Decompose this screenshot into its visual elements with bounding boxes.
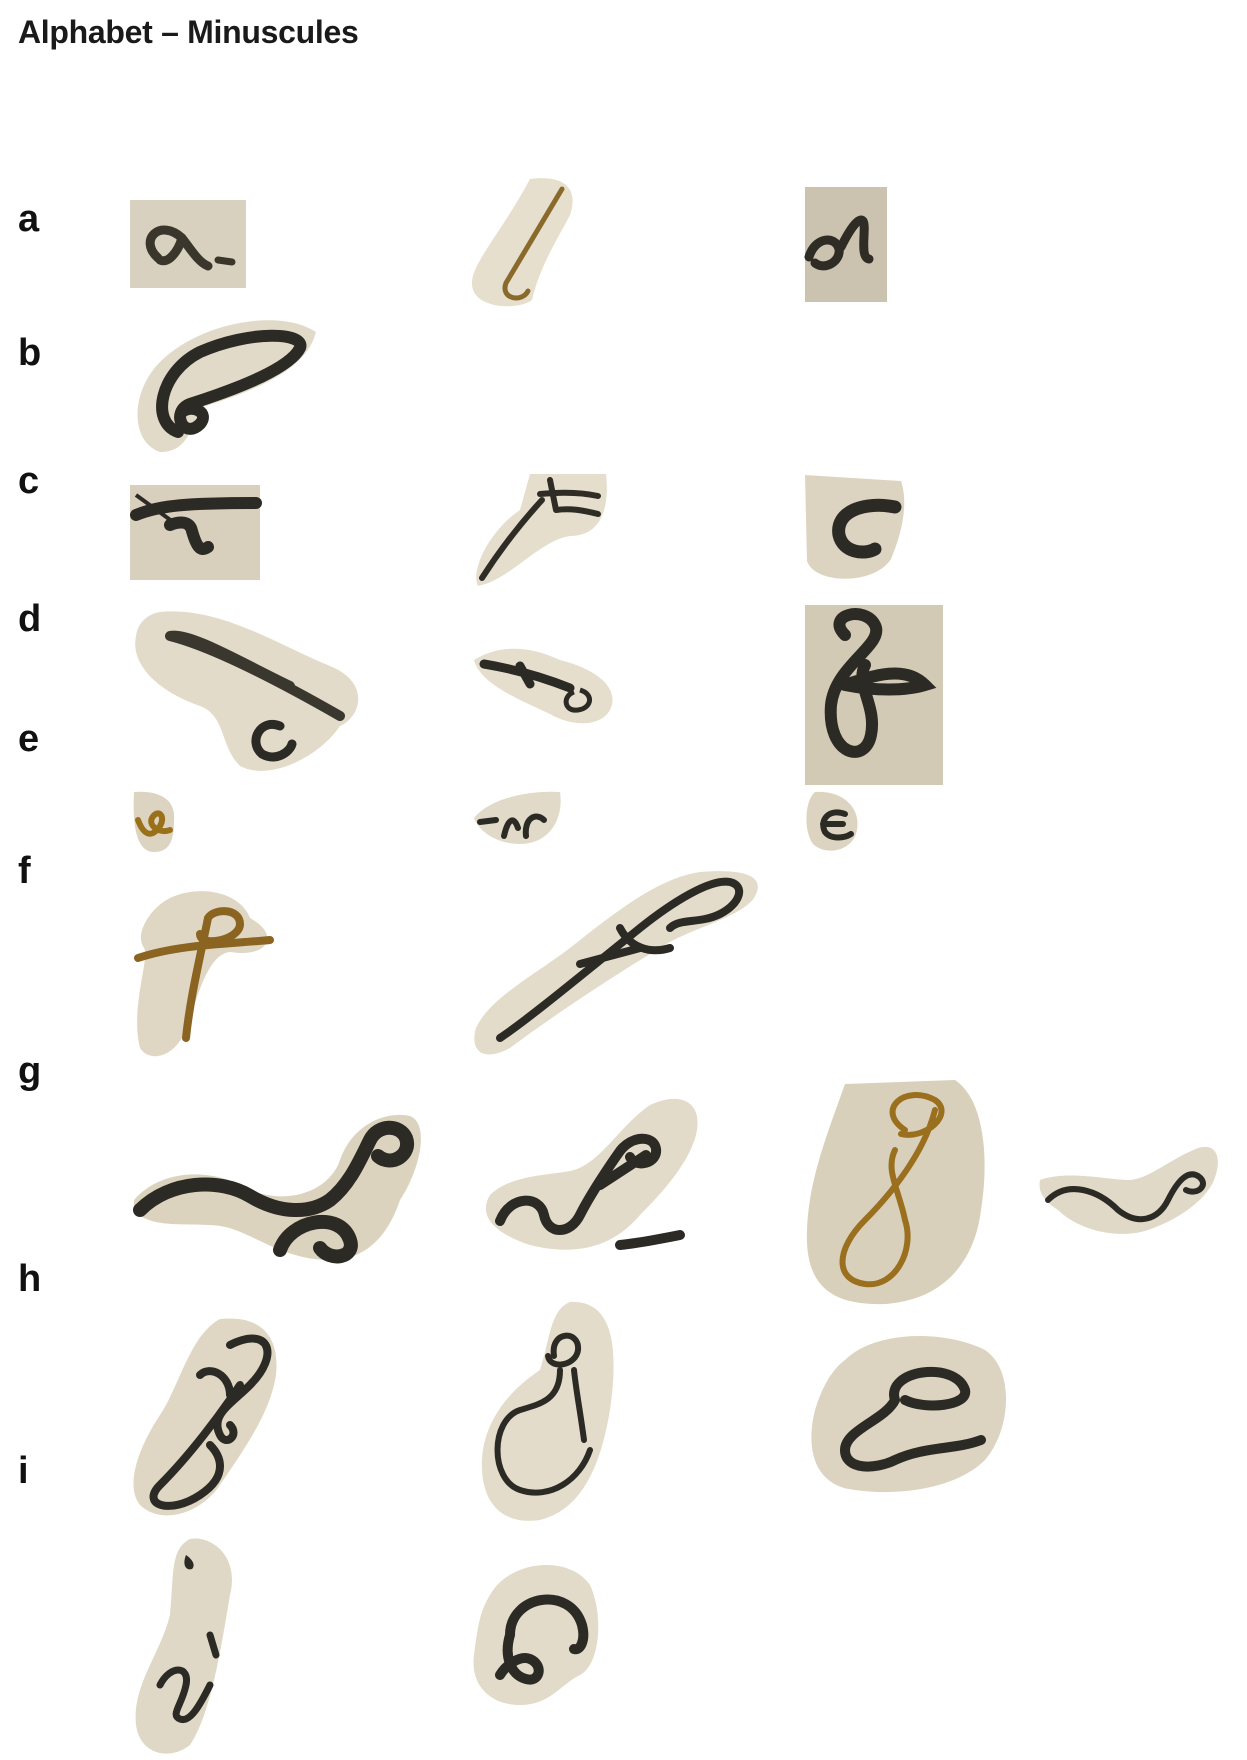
specimen-e-3 [805,790,865,855]
specimen-a-1 [130,200,246,288]
specimen-h-3 [805,1330,1010,1495]
specimen-f-1 [130,888,280,1068]
specimen-h-1 [130,1315,295,1520]
specimen-d-1 [130,606,365,776]
specimen-b-1 [130,312,320,462]
specimen-i-1 [130,1535,245,1760]
row-label-b: b [18,332,42,374]
specimen-f-2 [470,868,765,1058]
row-label-f: f [18,850,31,892]
row-label-h: h [18,1258,42,1300]
page-title: Alphabet – Minuscules [18,14,359,50]
row-label-c: c [18,460,40,502]
specimen-g-2 [470,1095,700,1255]
specimen-e-1 [130,790,180,855]
row-label-d: d [18,598,42,640]
row-label-g: g [18,1050,42,1092]
specimen-d-2 [470,640,620,730]
specimen-a-3 [804,187,887,302]
specimen-g-3 [805,1080,990,1305]
specimen-a-2 [470,175,590,310]
specimen-g-4 [1038,1140,1218,1240]
specimen-h-2 [470,1300,620,1525]
specimen-c-3 [805,475,910,585]
row-label-e: e [18,718,40,760]
specimen-i-2 [470,1555,605,1710]
specimen-c-1 [130,485,262,580]
row-label-i: i [18,1450,29,1492]
specimen-e-2 [470,788,565,848]
specimen-d-3 [805,605,943,785]
specimen-c-2 [470,470,610,590]
row-label-a: a [18,198,40,240]
specimen-g-1 [130,1110,425,1265]
